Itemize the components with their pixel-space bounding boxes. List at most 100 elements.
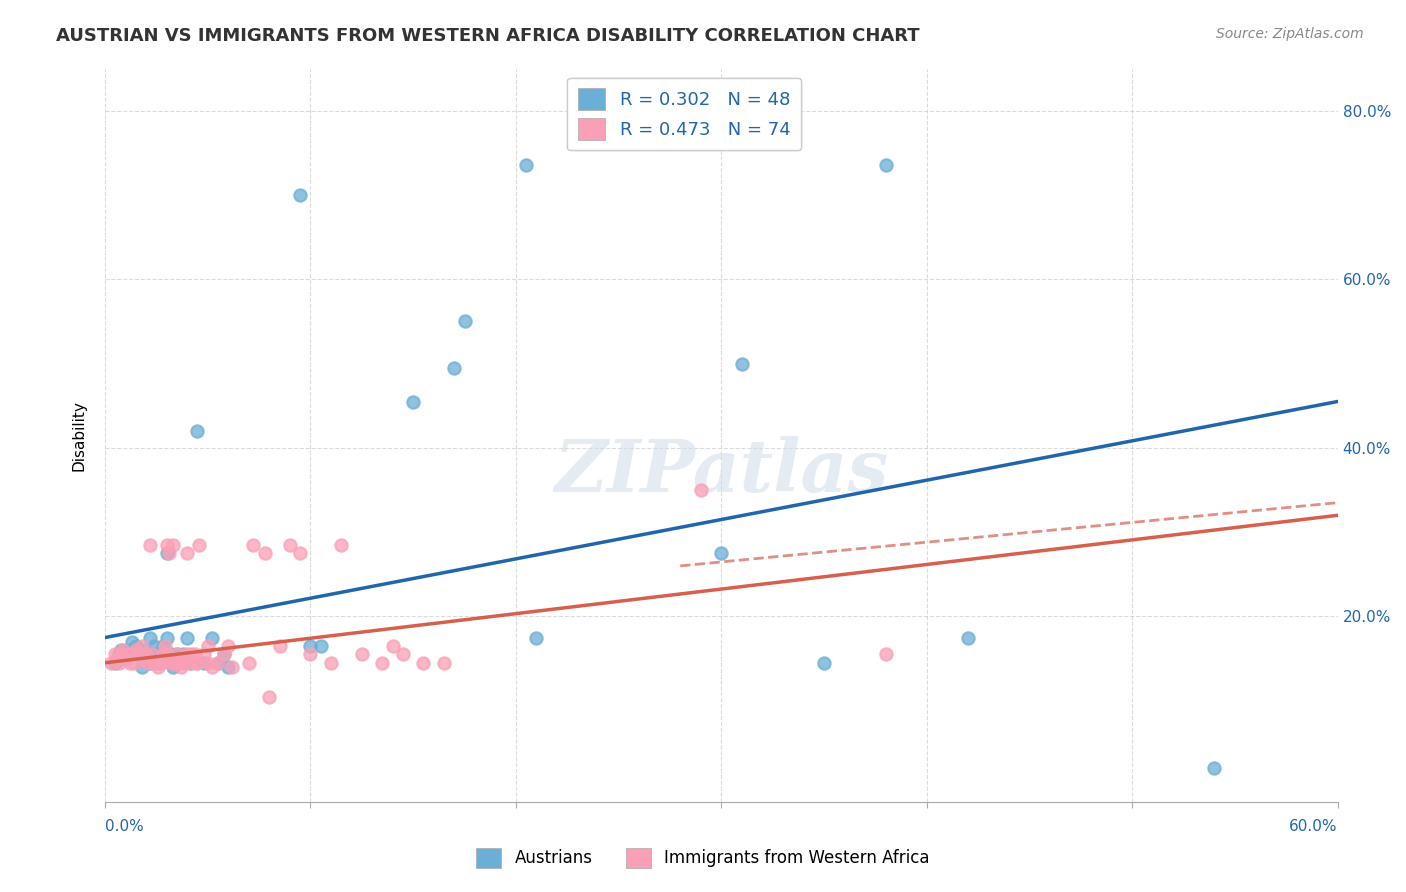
Point bbox=[515, 158, 537, 172]
Point bbox=[526, 631, 548, 645]
Point bbox=[132, 643, 155, 657]
Point bbox=[145, 648, 167, 662]
Point bbox=[710, 546, 733, 560]
Point bbox=[131, 660, 153, 674]
Point bbox=[319, 656, 342, 670]
Point bbox=[433, 656, 456, 670]
Point bbox=[121, 648, 143, 662]
Point bbox=[141, 648, 163, 662]
Point bbox=[141, 648, 163, 662]
Point bbox=[217, 660, 239, 674]
Point bbox=[114, 651, 136, 665]
Point bbox=[152, 648, 174, 662]
Point bbox=[180, 648, 202, 662]
Point bbox=[127, 648, 149, 662]
Point bbox=[118, 643, 141, 657]
Point bbox=[731, 357, 754, 371]
Point bbox=[118, 656, 141, 670]
Point bbox=[188, 538, 211, 552]
Point bbox=[127, 648, 149, 662]
Point bbox=[104, 656, 127, 670]
Point bbox=[162, 656, 184, 670]
Point bbox=[242, 538, 264, 552]
Point bbox=[212, 648, 235, 662]
Point bbox=[125, 639, 148, 653]
Point bbox=[108, 648, 131, 662]
Point bbox=[207, 656, 229, 670]
Point bbox=[163, 651, 186, 665]
Point bbox=[176, 648, 198, 662]
Point bbox=[143, 639, 166, 653]
Point bbox=[299, 648, 322, 662]
Point bbox=[875, 158, 897, 172]
Point bbox=[166, 648, 188, 662]
Point bbox=[159, 656, 181, 670]
Point bbox=[166, 648, 188, 662]
Point bbox=[156, 631, 179, 645]
Point bbox=[179, 656, 201, 670]
Point bbox=[129, 648, 152, 662]
Point bbox=[153, 639, 176, 653]
Point bbox=[299, 639, 322, 653]
Point bbox=[350, 648, 373, 662]
Point bbox=[956, 631, 979, 645]
Point bbox=[125, 643, 148, 657]
Point bbox=[100, 656, 122, 670]
Point bbox=[110, 643, 132, 657]
Point bbox=[201, 660, 224, 674]
Point bbox=[278, 538, 301, 552]
Text: 60.0%: 60.0% bbox=[1289, 819, 1337, 834]
Point bbox=[104, 648, 127, 662]
Point bbox=[197, 656, 219, 670]
Point bbox=[254, 546, 277, 560]
Point bbox=[197, 639, 219, 653]
Point bbox=[381, 639, 404, 653]
Point bbox=[167, 656, 190, 670]
Point bbox=[217, 639, 239, 653]
Point bbox=[105, 651, 128, 665]
Point bbox=[112, 643, 135, 657]
Point bbox=[157, 546, 180, 560]
Point bbox=[156, 538, 179, 552]
Point bbox=[110, 648, 132, 662]
Point bbox=[207, 656, 229, 670]
Point bbox=[149, 656, 172, 670]
Point bbox=[259, 690, 281, 704]
Point bbox=[162, 660, 184, 674]
Legend: Austrians, Immigrants from Western Africa: Austrians, Immigrants from Western Afric… bbox=[470, 841, 936, 875]
Point bbox=[148, 660, 170, 674]
Point bbox=[172, 648, 194, 662]
Point bbox=[122, 656, 145, 670]
Point bbox=[201, 631, 224, 645]
Point bbox=[136, 656, 159, 670]
Point bbox=[412, 656, 434, 670]
Point bbox=[131, 639, 153, 653]
Point bbox=[212, 648, 235, 662]
Point bbox=[170, 660, 193, 674]
Point bbox=[288, 188, 311, 202]
Legend: R = 0.302   N = 48, R = 0.473   N = 74: R = 0.302 N = 48, R = 0.473 N = 74 bbox=[568, 78, 801, 151]
Point bbox=[129, 648, 152, 662]
Point bbox=[330, 538, 353, 552]
Point bbox=[117, 648, 139, 662]
Point bbox=[309, 639, 332, 653]
Point bbox=[152, 639, 174, 653]
Point bbox=[392, 648, 415, 662]
Point bbox=[135, 648, 157, 662]
Point bbox=[186, 656, 208, 670]
Point bbox=[114, 651, 136, 665]
Point bbox=[139, 538, 162, 552]
Point bbox=[1204, 761, 1226, 775]
Point bbox=[149, 656, 172, 670]
Y-axis label: Disability: Disability bbox=[72, 400, 86, 471]
Point bbox=[176, 546, 198, 560]
Point bbox=[162, 538, 184, 552]
Point bbox=[108, 656, 131, 670]
Point bbox=[139, 631, 162, 645]
Point bbox=[186, 424, 208, 438]
Point bbox=[288, 546, 311, 560]
Point bbox=[139, 656, 162, 670]
Text: AUSTRIAN VS IMMIGRANTS FROM WESTERN AFRICA DISABILITY CORRELATION CHART: AUSTRIAN VS IMMIGRANTS FROM WESTERN AFRI… bbox=[56, 27, 920, 45]
Point bbox=[269, 639, 291, 653]
Point bbox=[135, 648, 157, 662]
